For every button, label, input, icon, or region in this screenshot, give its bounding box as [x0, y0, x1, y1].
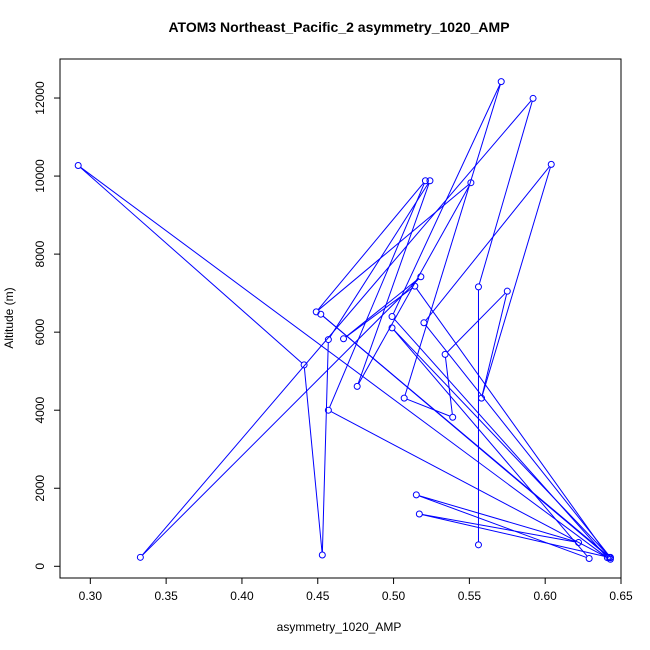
- chart-title: ATOM3 Northeast_Pacific_2 asymmetry_1020…: [168, 19, 509, 35]
- data-point: [441, 350, 449, 358]
- series-segment: [393, 329, 588, 557]
- series-segment: [422, 514, 608, 558]
- x-tick-label: 0.55: [458, 589, 482, 603]
- y-tick-label: 8000: [33, 240, 47, 267]
- series-segment: [404, 84, 501, 396]
- y-tick-label: 10000: [33, 159, 47, 193]
- data-point: [353, 382, 361, 390]
- data-point: [415, 510, 423, 518]
- series-segment: [419, 495, 576, 543]
- series-segment: [478, 101, 533, 285]
- data-point: [324, 336, 332, 344]
- series-segment: [357, 183, 430, 384]
- series-points: [74, 78, 614, 563]
- data-point: [412, 491, 420, 499]
- data-point: [420, 319, 428, 327]
- y-tick-label: 2000: [33, 475, 47, 502]
- series-segment: [80, 166, 606, 557]
- data-point: [575, 538, 583, 546]
- series-segment: [318, 184, 469, 311]
- series-segment: [422, 514, 576, 543]
- series-segment: [481, 167, 551, 396]
- x-axis-label: asymmetry_1020_AMP: [277, 620, 402, 634]
- x-tick-label: 0.30: [79, 589, 103, 603]
- series-segment: [358, 185, 470, 385]
- x-tick-label: 0.60: [534, 589, 558, 603]
- y-tick-label: 6000: [33, 318, 47, 345]
- x-tick-label: 0.65: [609, 589, 633, 603]
- data-point: [324, 406, 332, 414]
- series-segment: [142, 278, 420, 556]
- series-segment: [321, 342, 329, 552]
- data-point: [497, 78, 505, 86]
- data-point: [388, 313, 396, 321]
- data-point: [585, 554, 593, 562]
- data-point: [474, 283, 482, 291]
- x-tick-label: 0.35: [154, 589, 178, 603]
- data-point: [529, 94, 537, 102]
- series-lines: [80, 84, 609, 559]
- data-point: [426, 177, 434, 185]
- series-segment: [481, 293, 508, 396]
- series-segment: [416, 288, 608, 556]
- series-segment: [418, 495, 587, 558]
- series-segment: [406, 398, 451, 417]
- data-point: [474, 541, 482, 549]
- y-tick-label: 4000: [33, 397, 47, 424]
- y-tick-label: 0: [33, 563, 47, 570]
- data-point: [411, 282, 419, 290]
- data-point: [605, 553, 613, 561]
- data-point: [400, 394, 408, 402]
- series-segment: [329, 183, 429, 338]
- series-segment: [322, 315, 607, 556]
- data-point: [74, 162, 82, 170]
- series-segment: [141, 100, 532, 556]
- data-point: [317, 310, 325, 318]
- series-segment: [425, 324, 609, 556]
- data-point: [478, 394, 486, 402]
- data-point: [421, 177, 429, 185]
- data-point: [388, 324, 396, 332]
- series-segment: [393, 329, 609, 556]
- x-tick-label: 0.50: [382, 589, 406, 603]
- y-axis: 0 2000 4000 6000 8000 10000 12000: [33, 81, 61, 570]
- series-segment: [446, 292, 506, 353]
- data-point: [449, 413, 457, 421]
- data-point: [467, 179, 475, 187]
- x-axis: 0.30 0.35 0.40 0.45 0.50 0.55 0.60 0.65: [79, 577, 633, 603]
- data-point: [417, 273, 425, 281]
- data-point: [547, 160, 555, 168]
- series-segment: [329, 183, 425, 408]
- x-tick-label: 0.45: [306, 589, 330, 603]
- y-axis-label: Altitude (m): [2, 287, 16, 348]
- y-tick-label: 12000: [33, 81, 47, 115]
- series-segment: [303, 367, 323, 553]
- data-point: [340, 335, 348, 343]
- series-segment: [393, 318, 606, 556]
- series-segment: [80, 167, 303, 364]
- series-segment: [330, 411, 608, 559]
- plot-frame: [59, 58, 622, 579]
- data-point: [318, 551, 326, 559]
- x-tick-label: 0.40: [230, 589, 254, 603]
- series-segment: [425, 166, 550, 321]
- data-point: [300, 361, 308, 369]
- data-point: [136, 553, 144, 561]
- series-segment: [317, 182, 424, 310]
- data-point: [503, 287, 511, 295]
- series-segment: [345, 278, 419, 338]
- series-segment: [444, 357, 453, 415]
